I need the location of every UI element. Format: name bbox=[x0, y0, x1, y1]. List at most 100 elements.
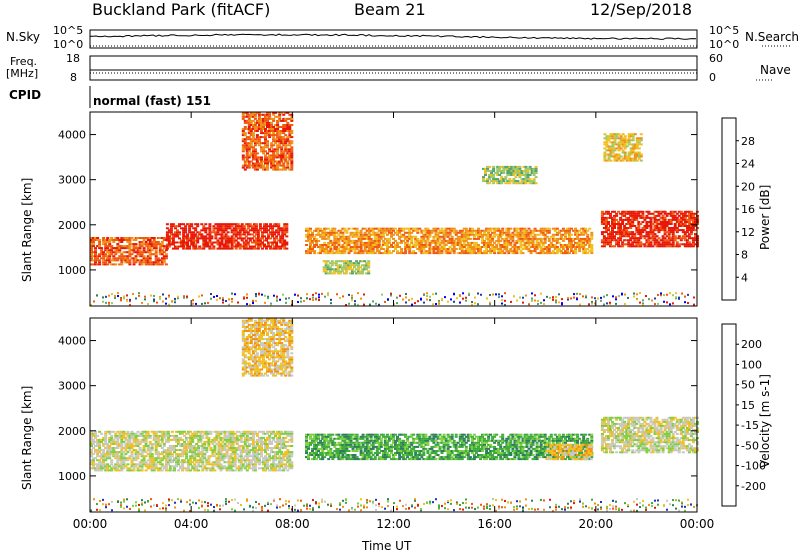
echo-cell bbox=[204, 229, 207, 231]
echo-cell bbox=[263, 235, 266, 237]
noise-cell bbox=[543, 509, 545, 511]
noise-cell bbox=[318, 294, 320, 296]
noise-cell bbox=[327, 292, 329, 294]
echo-cell bbox=[690, 231, 693, 233]
noise-cell bbox=[399, 500, 401, 502]
echo-cell bbox=[128, 247, 131, 249]
echo-cell bbox=[624, 154, 627, 156]
noise-cell bbox=[501, 499, 503, 501]
echo-cell bbox=[672, 233, 675, 235]
echo-region bbox=[603, 133, 642, 161]
echo-cell bbox=[94, 261, 97, 263]
echo-cell bbox=[535, 168, 538, 170]
echo-cell bbox=[242, 118, 245, 120]
echo-cell bbox=[343, 252, 346, 254]
echo-cell bbox=[202, 225, 205, 227]
echo-cell bbox=[664, 217, 667, 219]
echo-cell bbox=[631, 231, 634, 233]
noise-cell bbox=[405, 301, 407, 303]
echo-cell bbox=[98, 447, 101, 449]
noise-cell bbox=[651, 299, 653, 301]
noise-cell bbox=[225, 300, 227, 302]
noise-cell bbox=[453, 509, 455, 511]
echo-cell bbox=[502, 180, 505, 182]
noise-cell bbox=[138, 295, 140, 297]
echo-cell bbox=[257, 235, 260, 237]
echo-cell bbox=[333, 230, 336, 232]
echo-cell bbox=[529, 166, 532, 168]
echo-region bbox=[305, 228, 593, 254]
echo-cell bbox=[678, 245, 681, 247]
echo-cell bbox=[248, 156, 251, 158]
echo-cell bbox=[145, 241, 148, 243]
noise-cell bbox=[675, 296, 677, 298]
echo-cell bbox=[556, 228, 559, 230]
echo-cell bbox=[351, 268, 354, 270]
echo-cell bbox=[645, 223, 648, 225]
noise-cell bbox=[282, 294, 284, 296]
echo-cell bbox=[204, 231, 207, 233]
echo-cell bbox=[157, 257, 160, 259]
echo-cell bbox=[285, 227, 288, 229]
echo-cell bbox=[190, 225, 193, 227]
echo-cell bbox=[688, 221, 691, 223]
echo-cell bbox=[590, 252, 593, 254]
echo-cell bbox=[258, 144, 261, 146]
echo-cell bbox=[307, 232, 310, 234]
echo-cell bbox=[527, 170, 530, 172]
echo-cell bbox=[204, 235, 207, 237]
noise-cell bbox=[321, 499, 323, 501]
echo-cell bbox=[124, 453, 127, 455]
noise-cell bbox=[120, 506, 122, 508]
echo-cell bbox=[617, 211, 620, 213]
noise-cell bbox=[639, 502, 641, 504]
echo-cell bbox=[376, 232, 379, 234]
noise-cell bbox=[285, 302, 287, 304]
echo-cell bbox=[128, 449, 131, 451]
echo-cell bbox=[235, 240, 238, 242]
echo-cell bbox=[367, 272, 370, 274]
echo-cell bbox=[235, 229, 238, 231]
noise-cell bbox=[372, 501, 374, 503]
echo-cell bbox=[582, 234, 585, 236]
echo-cell bbox=[534, 228, 537, 230]
noise-cell bbox=[555, 299, 557, 301]
echo-cell bbox=[637, 225, 640, 227]
echo-cell bbox=[416, 232, 419, 234]
echo-cell bbox=[231, 235, 234, 237]
echo-cell bbox=[428, 244, 431, 246]
echo-cell bbox=[110, 437, 113, 439]
echo-cell bbox=[128, 245, 131, 247]
noise-cell bbox=[339, 297, 341, 299]
echo-cell bbox=[603, 156, 606, 158]
noise-cell bbox=[675, 499, 677, 501]
echo-cell bbox=[188, 248, 191, 250]
echo-cell bbox=[489, 234, 492, 236]
echo-cell bbox=[647, 239, 650, 241]
echo-cell bbox=[229, 227, 232, 229]
echo-cell bbox=[590, 238, 593, 240]
echo-cell bbox=[356, 242, 359, 244]
echo-cell bbox=[345, 270, 348, 272]
echo-cell bbox=[517, 248, 520, 250]
noise-cell bbox=[225, 501, 227, 503]
noise-cell bbox=[174, 507, 176, 509]
echo-cell bbox=[339, 272, 342, 274]
echo-cell bbox=[364, 232, 367, 234]
echo-cell bbox=[335, 232, 338, 234]
echo-cell bbox=[451, 236, 454, 238]
echo-cell bbox=[92, 439, 95, 441]
echo-cell bbox=[412, 250, 415, 252]
echo-cell bbox=[133, 467, 136, 469]
echo-cell bbox=[660, 213, 663, 215]
echo-cell bbox=[590, 250, 593, 252]
echo-cell bbox=[355, 260, 358, 262]
noise-cell bbox=[510, 502, 512, 504]
noise-cell bbox=[141, 302, 143, 304]
echo-cell bbox=[242, 159, 245, 161]
echo-cell bbox=[656, 235, 659, 237]
noise-cell bbox=[672, 294, 674, 296]
noise-cell bbox=[531, 500, 533, 502]
echo-cell bbox=[582, 242, 585, 244]
echo-cell bbox=[613, 245, 616, 247]
